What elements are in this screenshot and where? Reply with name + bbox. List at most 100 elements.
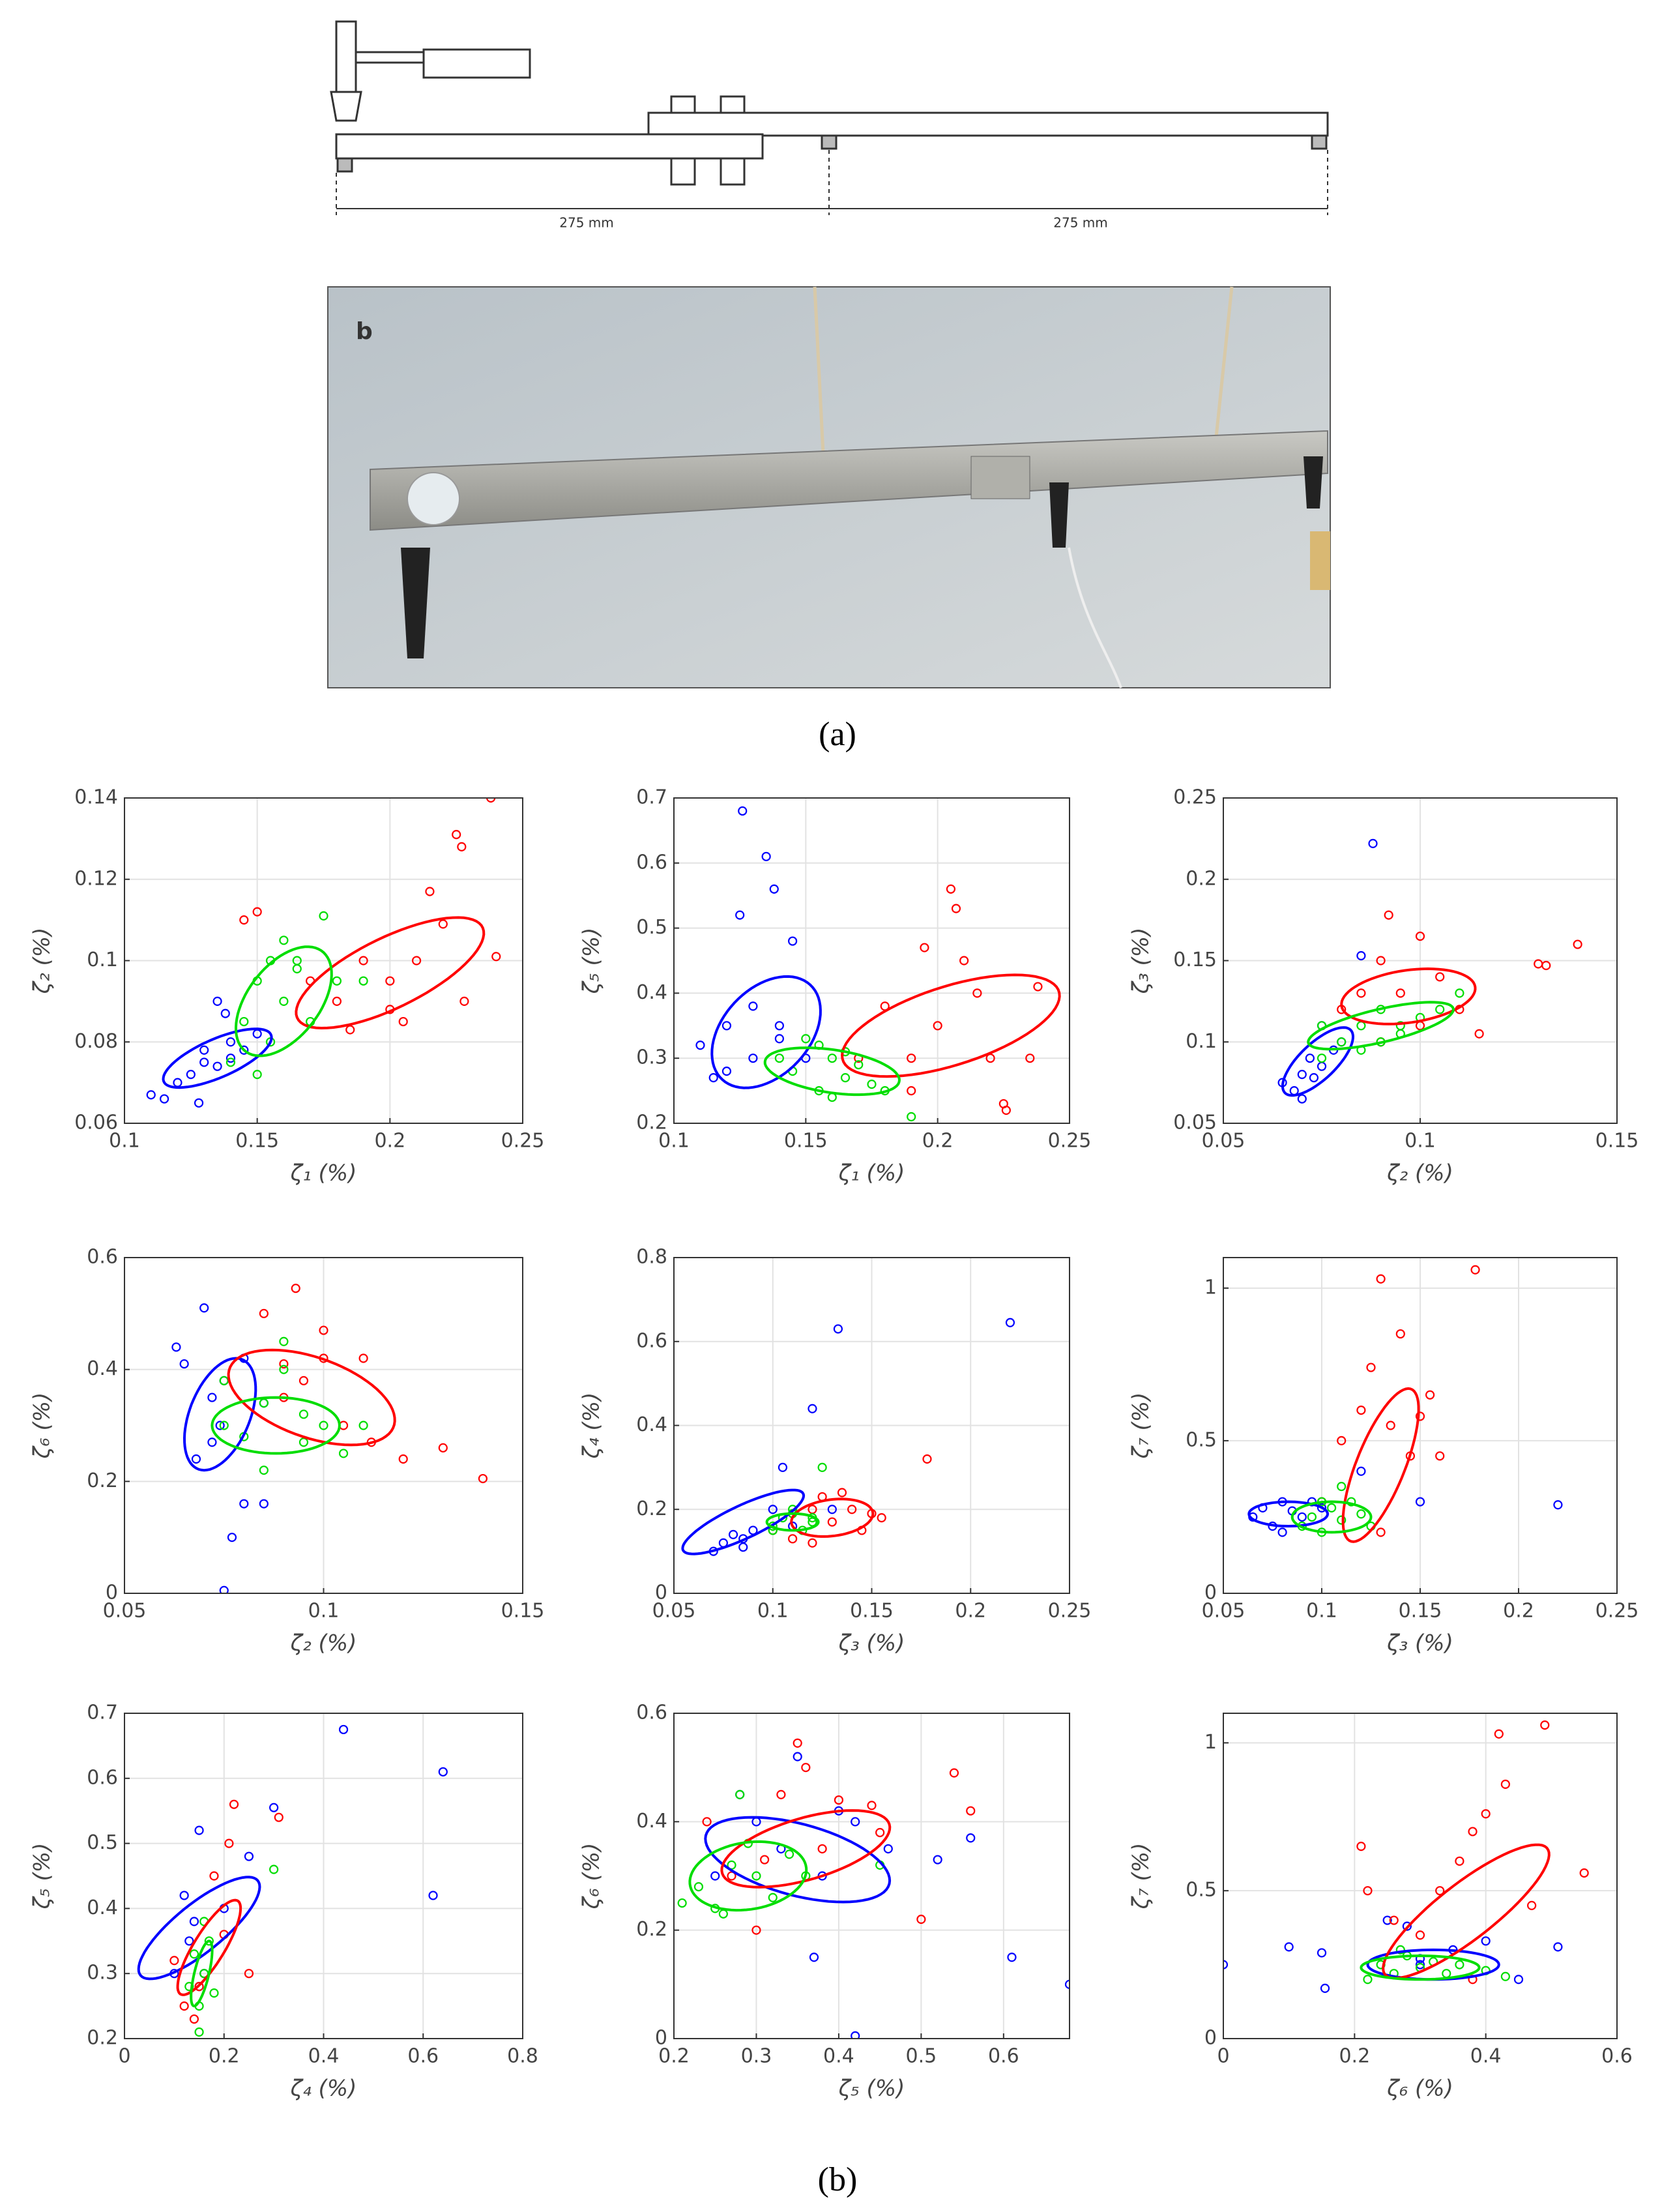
point [1305,1054,1315,1063]
point [226,1054,236,1063]
point [1455,1960,1464,1969]
y-axis-label: ζ₄ (%) [579,1393,605,1460]
plot-marks [1277,838,1582,1104]
x-axis-label: ζ₁ (%) [838,1160,905,1187]
point [194,1098,204,1108]
x-tick-label: 0.25 [1595,1600,1639,1623]
point [259,1466,269,1475]
y-tick-label: 0.14 [74,786,118,809]
point [677,1898,687,1908]
y-tick-label: 1 [1204,1731,1217,1754]
y-tick-label: 0.4 [636,1810,667,1833]
point [801,1034,811,1044]
x-axis-label: ζ₂ (%) [290,1630,357,1657]
plot-marks [1247,1265,1563,1543]
x-axis-label: ζ₂ (%) [1386,1160,1453,1187]
point [219,1421,229,1430]
point [916,1914,926,1924]
y-tick-label: 0 [655,2027,667,2050]
point [215,1421,225,1430]
point [735,910,745,920]
y-tick-label: 0.7 [87,1702,118,1724]
dimension-label: 275 mm [559,215,614,231]
x-tick-label: 0.15 [235,1130,279,1153]
y-tick-label: 0 [1204,1582,1217,1604]
point [179,1359,189,1369]
point [748,1001,758,1011]
plot-marks [677,1738,1070,2039]
point [239,1499,249,1509]
point [1284,1942,1294,1952]
confidence-ellipse [763,1046,901,1097]
point [169,1956,179,1966]
point [851,1817,860,1827]
y-tick-label: 1 [1204,1276,1217,1299]
point [951,904,961,913]
plot-frame [1223,797,1618,1124]
point [801,1763,811,1773]
point [486,798,496,803]
point [1481,1809,1491,1819]
scatter-chart: 0 0.2 0.4 0.6 0.80.20.30.40.50.60.7ζ₄ (%)ζ₅ … [29,1702,538,2102]
point [1320,1983,1330,1993]
confidence-ellipse [704,1816,892,1904]
bolts [970,456,1030,499]
point [1468,1827,1478,1836]
point [332,976,342,986]
point [768,1893,778,1902]
point [1415,931,1425,941]
point [1395,988,1405,998]
upper-beam [647,111,1329,137]
confidence-ellipse [211,1396,341,1455]
scatter-chart: 0.05 0.1 0.15 0 0.2 0.4 0.6 ζ₂ (%) ζ₆ (%) [29,1246,545,1657]
point [959,956,969,966]
point [1389,1915,1399,1925]
point [834,1795,844,1805]
point [332,996,342,1006]
y-tick-label: 0.4 [636,981,667,1004]
point [385,976,395,986]
point [972,988,982,998]
confidence-ellipse [765,1512,820,1532]
point [1326,1503,1337,1513]
y-tick-label: 0.6 [87,1766,118,1789]
x-tick-label: 0.05 [103,1600,147,1623]
point [319,1325,328,1335]
point [1005,1318,1015,1327]
beam [370,430,1328,531]
point [171,1342,181,1352]
y-tick-label: 0.6 [87,1246,118,1269]
y-tick-label: 0.2 [636,1918,667,1941]
x-tick-label: 0.15 [850,1600,894,1623]
scatter-chart: 0.05 0.1 0.15 0.2 0.25 0 0.5 1 ζ₃ (%) ζ₇ (%) [1128,1257,1639,1657]
x-tick-label: 0.1 [757,1600,789,1623]
point [1297,1094,1307,1104]
point [751,1871,761,1881]
bolt [670,157,696,186]
x-tick-label: 0.6 [1601,2045,1633,2068]
point [274,1812,284,1822]
point [776,1790,786,1799]
y-tick-label: 0.06 [74,1112,118,1134]
point [1376,956,1386,966]
point [1415,1497,1425,1507]
point [1573,939,1582,949]
x-tick-label: 0.2 [658,2045,690,2068]
point [1513,1975,1524,1984]
x-tick-label: 0.1 [109,1130,140,1153]
plot-marks [171,1284,488,1593]
point [966,1806,976,1816]
point [219,1585,229,1593]
y-tick-label: 0.5 [87,1831,118,1854]
sensor [1304,456,1323,509]
point [259,1499,269,1509]
x-tick-label: 0.2 [374,1130,405,1153]
point [319,1421,328,1430]
point [774,1021,784,1031]
plot-marks [681,1318,1015,1556]
point [1356,988,1366,998]
x-axis-label: ζ₆ (%) [1386,2076,1453,2102]
point [1297,1070,1307,1080]
point [907,1054,916,1063]
point [227,1533,237,1542]
